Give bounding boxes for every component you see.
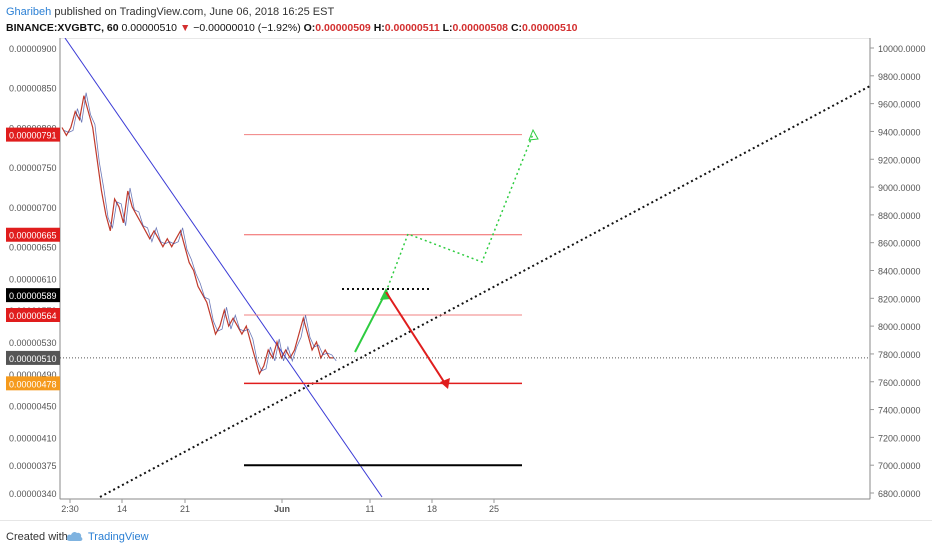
price-label-box xyxy=(6,308,60,322)
left-tick-label: 0.00000490 xyxy=(9,370,57,380)
publish-line: Gharibeh published on TradingView.com, J… xyxy=(6,6,334,18)
right-tick-label: 7400.0000 xyxy=(878,406,921,416)
price-label-text: 0.00000564 xyxy=(9,311,57,321)
symbol-line: BINANCE:XVGBTC, 60 0.00000510 ▼ −0.00000… xyxy=(6,22,578,34)
right-tick-label: 7200.0000 xyxy=(878,433,921,443)
right-tick-label: 8200.0000 xyxy=(878,294,921,304)
x-tick-label: Jun xyxy=(274,504,290,514)
x-axis-ticks: 2:30 14 21 Jun 11 18 25 xyxy=(61,499,499,514)
descending-trendline[interactable] xyxy=(64,38,383,498)
right-tick-label: 8000.0000 xyxy=(878,322,921,332)
price-label-box xyxy=(6,350,60,365)
left-axis-ticks: 0.000009000.000008500.000008000.00000750… xyxy=(9,44,57,499)
created-with-text: Created with xyxy=(6,531,68,543)
red-arrow-line[interactable] xyxy=(385,291,447,386)
price-label-text: 0.00000478 xyxy=(9,379,57,389)
chart-header: Gharibeh published on TradingView.com, J… xyxy=(0,0,932,40)
right-tick-label: 9200.0000 xyxy=(878,155,921,165)
close-label: C: xyxy=(510,22,523,34)
right-axis-ticks: 10000.0000 9800.0000 9600.0000 9400.0000 920… xyxy=(870,44,926,499)
close-value: 0.00000510 xyxy=(522,22,578,34)
right-tick-label: 9600.0000 xyxy=(878,100,921,110)
price-label-text: 0.00000589 xyxy=(9,291,57,301)
last-price: 0.00000510 xyxy=(121,22,178,34)
left-tick-label: 0.00000530 xyxy=(9,338,57,348)
red-arrow-head-icon xyxy=(440,378,450,389)
ascending-trendline[interactable] xyxy=(99,85,871,498)
left-tick-label: 0.00000700 xyxy=(9,203,57,213)
right-tick-label: 7000.0000 xyxy=(878,461,921,471)
tradingview-cloud-icon xyxy=(66,531,83,541)
x-tick-label: 18 xyxy=(427,504,437,514)
author-link[interactable]: Gharibeh xyxy=(6,6,52,18)
plot-area xyxy=(59,38,871,500)
low-value: 0.00000508 xyxy=(452,22,509,34)
left-price-labels: 0.00000791 0.00000665 0.00000589 0.00000564… xyxy=(6,127,60,391)
price-change: −0.00000010 (−1.92%) xyxy=(193,22,301,34)
left-tick-label: 0.00000410 xyxy=(9,433,57,443)
right-tick-label: 10000.0000 xyxy=(878,44,926,54)
x-tick-label: 21 xyxy=(180,504,190,514)
right-tick-label: 9800.0000 xyxy=(878,72,921,82)
left-tick-label: 0.00000750 xyxy=(9,163,57,173)
right-tick-label: 9000.0000 xyxy=(878,183,921,193)
left-tick-label: 0.00000450 xyxy=(9,402,57,412)
x-tick-label: 14 xyxy=(117,504,127,514)
price-label-box xyxy=(6,288,60,303)
price-label-box xyxy=(6,227,60,242)
price-label-text: 0.00000665 xyxy=(9,231,57,241)
right-tick-label: 7600.0000 xyxy=(878,378,921,388)
left-tick-label: 0.00000900 xyxy=(9,44,57,54)
right-tick-label: 8800.0000 xyxy=(878,211,921,221)
left-tick-label: 0.00000375 xyxy=(9,461,57,471)
level-lines xyxy=(244,134,522,467)
x-tick-label: 2:30 xyxy=(61,504,79,514)
symbol-name: BINANCE:XVGBTC, 60 xyxy=(6,22,119,34)
projection-arrow-icon xyxy=(528,128,539,141)
x-tick-label: 11 xyxy=(365,504,374,514)
open-label: O: xyxy=(303,22,316,34)
left-tick-label: 0.00000340 xyxy=(9,489,57,499)
left-tick-label: 0.00000650 xyxy=(9,243,57,253)
price-label-box xyxy=(6,127,60,142)
right-tick-label: 6800.0000 xyxy=(878,489,921,499)
projection-path[interactable] xyxy=(385,133,534,293)
right-tick-label: 8600.0000 xyxy=(878,239,921,249)
price-label-box xyxy=(6,376,60,391)
high-label: H: xyxy=(373,22,385,34)
right-tick-label: 9400.0000 xyxy=(878,127,921,137)
left-tick-label: 0.00000850 xyxy=(9,84,57,94)
price-series-shadow xyxy=(64,92,337,372)
low-label: L: xyxy=(442,22,453,34)
left-tick-label: 0.00000610 xyxy=(9,274,57,284)
x-tick-label: 25 xyxy=(489,504,499,514)
open-value: 0.00000509 xyxy=(315,22,371,34)
price-label-text: 0.00000791 xyxy=(9,131,57,141)
right-tick-label: 7800.0000 xyxy=(878,350,921,360)
price-series xyxy=(61,95,334,376)
green-arrow-line[interactable] xyxy=(354,291,387,353)
right-tick-label: 8400.0000 xyxy=(878,267,921,277)
published-text: published on TradingView.com, June 06, 2… xyxy=(54,6,335,18)
footer: Created with TradingView xyxy=(0,520,932,551)
tradingview-link[interactable]: TradingView xyxy=(88,531,149,543)
high-value: 0.00000511 xyxy=(384,22,440,34)
price-chart[interactable]: 0.000009000.000008500.000008000.00000750… xyxy=(0,38,932,518)
down-arrow-icon: ▼ xyxy=(179,22,191,34)
price-label-text: 0.00000510 xyxy=(9,354,57,364)
